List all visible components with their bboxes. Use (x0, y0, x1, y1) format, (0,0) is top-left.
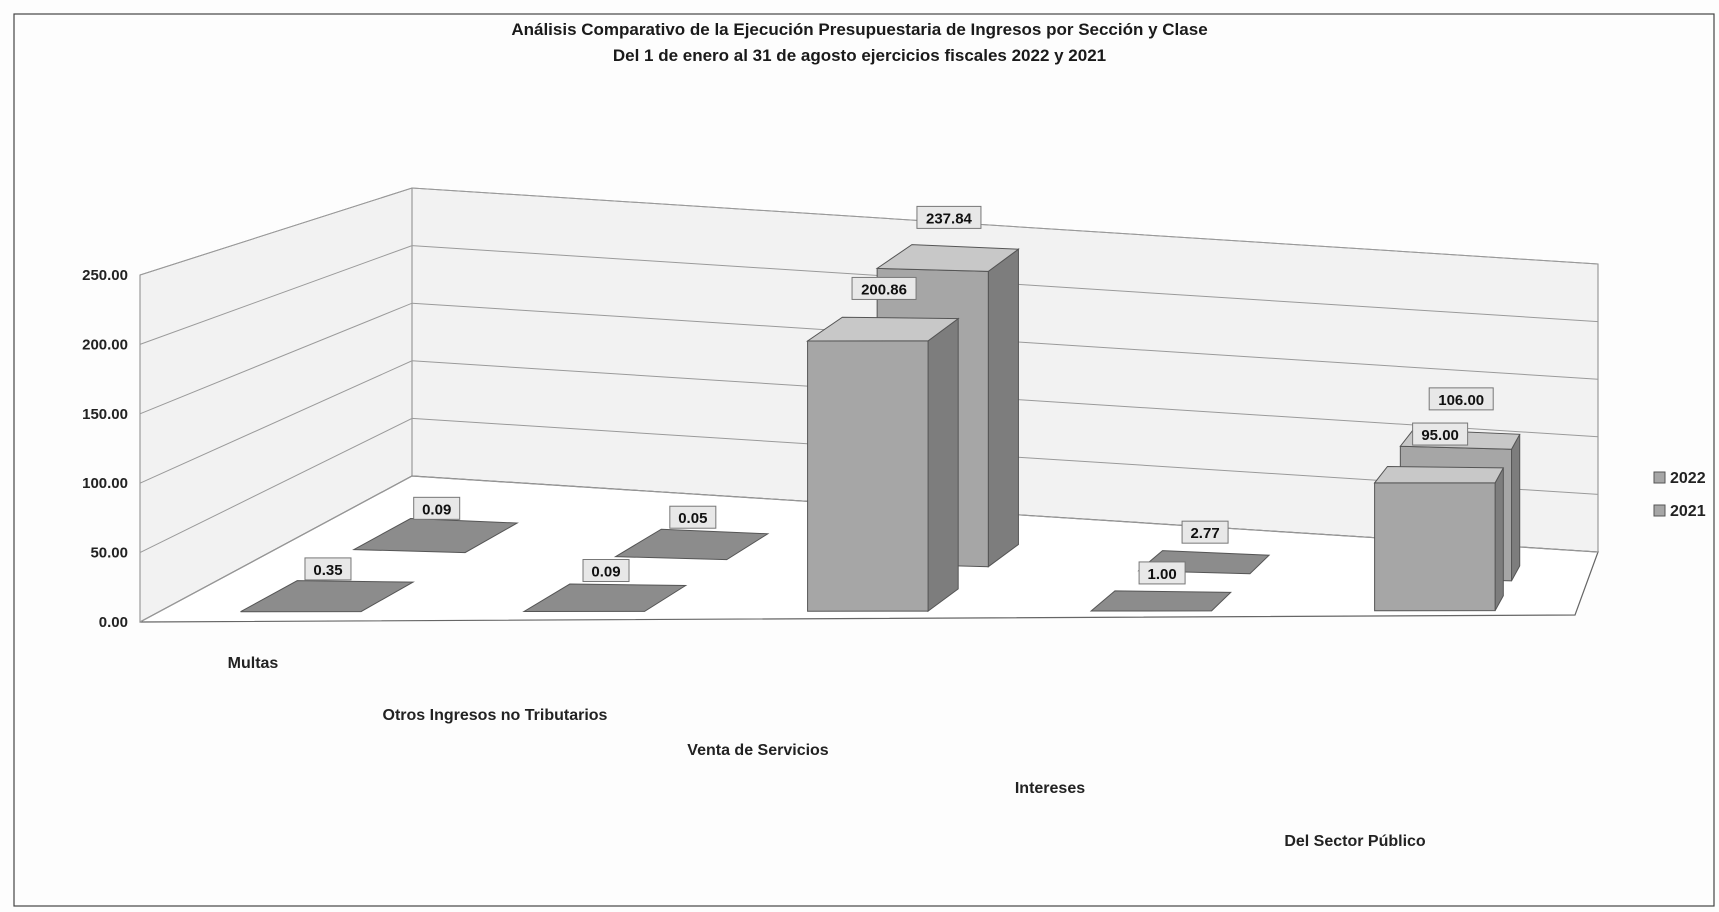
data-label: 95.00 (1421, 427, 1459, 444)
x-tick-label: Multas (228, 655, 279, 672)
x-tick-label: Venta de Servicios (687, 742, 829, 759)
data-label: 200.86 (861, 281, 907, 298)
data-label: 106.00 (1438, 392, 1484, 409)
bar-side (1512, 434, 1520, 581)
legend-label: 2021 (1670, 503, 1706, 520)
y-tick-label: 100.00 (82, 475, 128, 492)
data-label: 2.77 (1190, 525, 1219, 542)
bar (808, 341, 928, 611)
data-label: 237.84 (926, 210, 973, 227)
bar (1091, 591, 1231, 611)
data-label: 0.35 (313, 562, 342, 579)
y-tick-label: 0.00 (99, 614, 128, 631)
legend-swatch (1654, 505, 1665, 516)
x-tick-label: Intereses (1015, 780, 1085, 797)
bar-side (988, 249, 1018, 567)
y-tick-label: 150.00 (82, 406, 128, 423)
data-label: 0.09 (422, 501, 451, 518)
y-tick-label: 50.00 (90, 545, 128, 562)
bar-side (928, 319, 958, 611)
y-tick-label: 250.00 (82, 267, 128, 284)
data-label: 1.00 (1147, 566, 1176, 583)
data-label: 0.05 (678, 510, 707, 527)
legend-label: 2022 (1670, 470, 1706, 487)
x-tick-label: Del Sector Público (1284, 833, 1426, 850)
legend-swatch (1654, 472, 1665, 483)
bar-top (1375, 466, 1504, 482)
bar (1375, 483, 1495, 611)
x-tick-label: Otros Ingresos no Tributarios (383, 707, 608, 724)
data-label: 0.09 (591, 564, 620, 581)
bar-side (1495, 468, 1503, 611)
y-tick-label: 200.00 (82, 336, 128, 353)
